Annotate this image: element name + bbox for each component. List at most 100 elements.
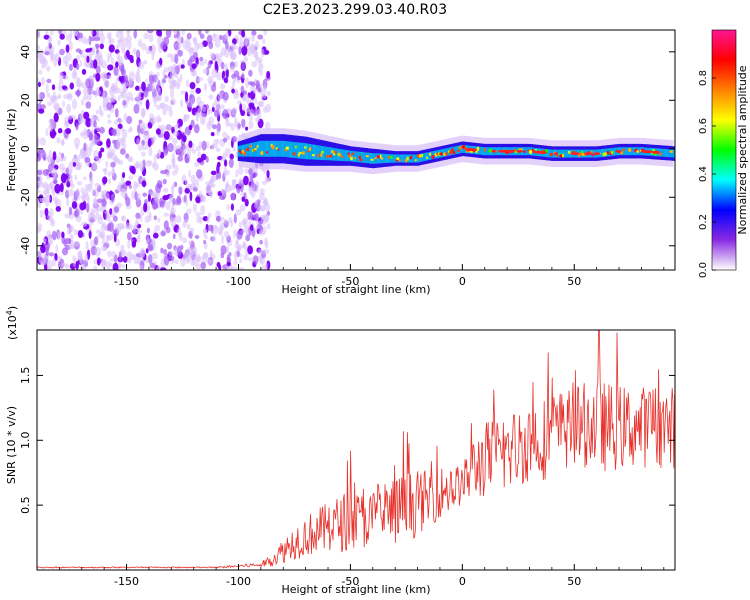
signal-band-peak bbox=[504, 149, 511, 153]
snr-x-ticks: -150 -100 -50 0 50 bbox=[36, 564, 665, 588]
noise-speck bbox=[162, 194, 169, 201]
signal-band-blob bbox=[294, 145, 298, 149]
noise-speck bbox=[218, 264, 222, 270]
noise-speck bbox=[230, 66, 235, 72]
noise-speck bbox=[45, 128, 49, 137]
noise-speck bbox=[257, 248, 263, 256]
noise-speck bbox=[141, 124, 146, 134]
noise-speck bbox=[104, 79, 110, 89]
noise-speck bbox=[263, 198, 269, 205]
noise-speck bbox=[76, 180, 83, 186]
noise-speck bbox=[94, 135, 101, 145]
noise-speck bbox=[92, 198, 98, 209]
noise-speck bbox=[188, 140, 193, 148]
noise-speck bbox=[135, 85, 140, 91]
noise-speck bbox=[195, 87, 201, 94]
noise-speck bbox=[110, 193, 115, 203]
signal-band-core bbox=[312, 144, 316, 160]
noise-speck bbox=[208, 188, 213, 198]
noise-speck bbox=[170, 88, 175, 99]
noise-speck bbox=[60, 262, 66, 268]
signal-band-peak bbox=[516, 149, 523, 153]
noise-speck bbox=[38, 182, 45, 188]
noise-speck bbox=[84, 63, 92, 68]
noise-speck bbox=[57, 39, 61, 46]
noise-speck bbox=[172, 233, 176, 240]
noise-speck bbox=[242, 103, 247, 112]
noise-speck bbox=[45, 246, 49, 257]
signal-band-core bbox=[420, 153, 423, 162]
noise-speck bbox=[75, 122, 79, 131]
noise-speck bbox=[177, 155, 183, 162]
signal-band-core bbox=[455, 146, 458, 155]
noise-speck bbox=[67, 114, 73, 120]
colorbar-tick-label: 0.0 bbox=[698, 262, 709, 278]
noise-speck bbox=[170, 55, 174, 63]
noise-speck bbox=[86, 93, 92, 101]
noise-speck bbox=[220, 245, 227, 255]
noise-speck bbox=[250, 43, 256, 54]
noise-speck bbox=[259, 239, 263, 245]
noise-speck bbox=[47, 239, 53, 247]
noise-speck bbox=[228, 158, 234, 168]
noise-speck bbox=[147, 160, 153, 165]
noise-speck bbox=[93, 59, 98, 69]
signal-band-core bbox=[344, 149, 348, 162]
noise-speck bbox=[95, 72, 101, 82]
noise-speck bbox=[71, 201, 78, 209]
noise-speck bbox=[250, 211, 253, 221]
noise-speck bbox=[216, 129, 220, 136]
noise-speck bbox=[110, 57, 115, 65]
noise-speck bbox=[115, 127, 121, 137]
signal-band-core bbox=[546, 149, 549, 158]
noise-speck bbox=[93, 236, 99, 246]
noise-speck bbox=[240, 85, 245, 94]
noise-speck bbox=[222, 109, 229, 120]
noise-speck bbox=[249, 224, 254, 232]
signal-band-core bbox=[303, 143, 306, 159]
noise-speck bbox=[200, 204, 206, 216]
noise-speck bbox=[163, 212, 169, 217]
noise-speck bbox=[248, 220, 252, 226]
noise-speck bbox=[118, 76, 123, 82]
signal-band-core bbox=[418, 154, 421, 163]
noise-speck bbox=[121, 264, 126, 269]
noise-speck bbox=[44, 189, 50, 198]
signal-band-peak bbox=[570, 152, 576, 156]
noise-speck bbox=[100, 259, 107, 269]
noise-speck bbox=[258, 205, 266, 212]
noise-speck bbox=[202, 228, 208, 233]
noise-speck bbox=[210, 224, 214, 234]
noise-speck bbox=[262, 38, 266, 45]
noise-speck bbox=[56, 137, 61, 144]
noise-speck bbox=[149, 262, 156, 269]
noise-speck bbox=[112, 229, 118, 236]
noise-speck bbox=[123, 74, 128, 84]
signal-band-core bbox=[288, 141, 292, 158]
signal-band-core bbox=[368, 152, 372, 164]
noise-speck bbox=[101, 198, 107, 207]
noise-speck bbox=[186, 208, 192, 214]
noise-speck bbox=[92, 188, 96, 196]
noise-speck bbox=[190, 88, 195, 95]
noise-speck bbox=[218, 34, 223, 41]
noise-speck bbox=[162, 69, 166, 78]
noise-speck bbox=[135, 75, 141, 83]
noise-speck bbox=[107, 171, 112, 177]
signal-band-core bbox=[613, 147, 617, 156]
noise-speck bbox=[224, 230, 230, 239]
noise-speck bbox=[182, 135, 187, 143]
noise-speck bbox=[180, 64, 185, 69]
noise-speck bbox=[100, 110, 104, 118]
signal-band-core bbox=[364, 152, 367, 163]
noise-speck bbox=[191, 69, 197, 77]
noise-speck bbox=[48, 252, 55, 257]
noise-speck bbox=[224, 159, 228, 167]
noise-speck bbox=[139, 264, 143, 270]
noise-speck bbox=[168, 194, 172, 204]
signal-band-peak bbox=[532, 150, 537, 154]
signal-band-core bbox=[668, 149, 671, 158]
noise-speck bbox=[244, 168, 249, 174]
noise-speck bbox=[221, 234, 225, 244]
noise-speck bbox=[174, 54, 179, 64]
